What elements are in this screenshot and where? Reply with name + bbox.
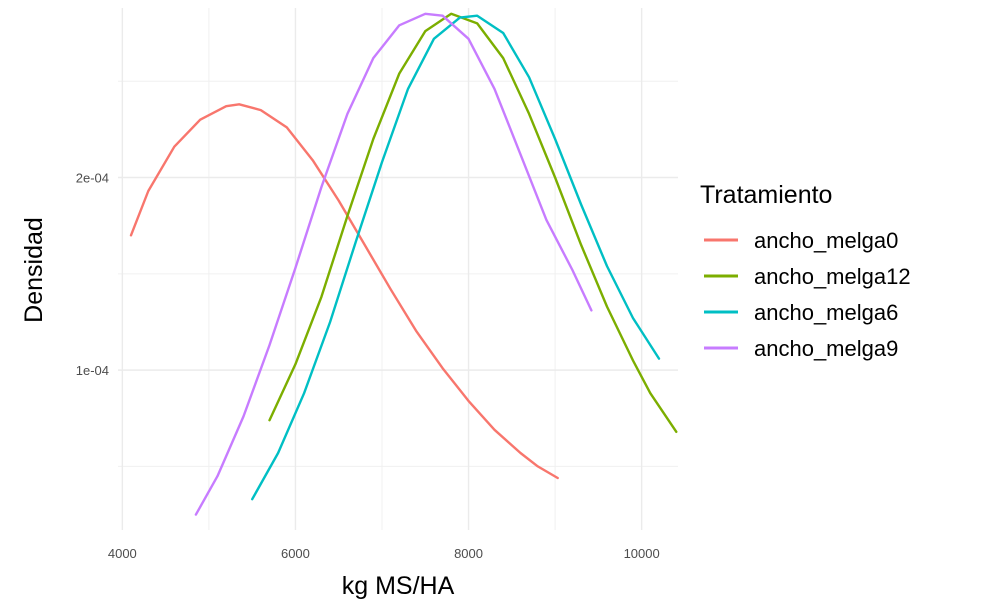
x-tick-label: 8000 xyxy=(454,546,483,561)
legend-title: Tratamiento xyxy=(700,181,832,209)
legend-item: ancho_melga6 xyxy=(704,300,898,325)
y-tick-label: 1e-04 xyxy=(76,363,109,378)
legend-label: ancho_melga0 xyxy=(754,228,898,253)
legend-label: ancho_melga6 xyxy=(754,300,898,325)
grid xyxy=(118,8,678,530)
series-line-ancho-melga6 xyxy=(250,14,661,501)
legend-item: ancho_melga0 xyxy=(704,228,898,253)
series-line-ancho-melga9 xyxy=(194,12,593,516)
legend-label: ancho_melga12 xyxy=(754,264,911,289)
x-axis-title: kg MS/HA xyxy=(342,572,455,600)
series-line-ancho-melga0 xyxy=(129,103,559,480)
y-tick-label: 2e-04 xyxy=(76,171,109,186)
x-tick-label: 4000 xyxy=(108,546,137,561)
series-line-ancho-melga12 xyxy=(268,12,678,433)
series-lines xyxy=(129,12,678,516)
axis-ticks: 4000 6000 8000 10000 1e-04 2e-04 xyxy=(76,171,660,561)
legend: Tratamiento ancho_melga0 ancho_melga12anc… xyxy=(700,181,911,361)
y-axis-title: Densidad xyxy=(20,217,48,323)
legend-item: ancho_melga12 xyxy=(704,264,911,289)
x-tick-label: 6000 xyxy=(281,546,310,561)
legend-item: ancho_melga9 xyxy=(704,336,898,361)
x-tick-label: 10000 xyxy=(624,546,660,561)
legend-label: ancho_melga9 xyxy=(754,336,898,361)
